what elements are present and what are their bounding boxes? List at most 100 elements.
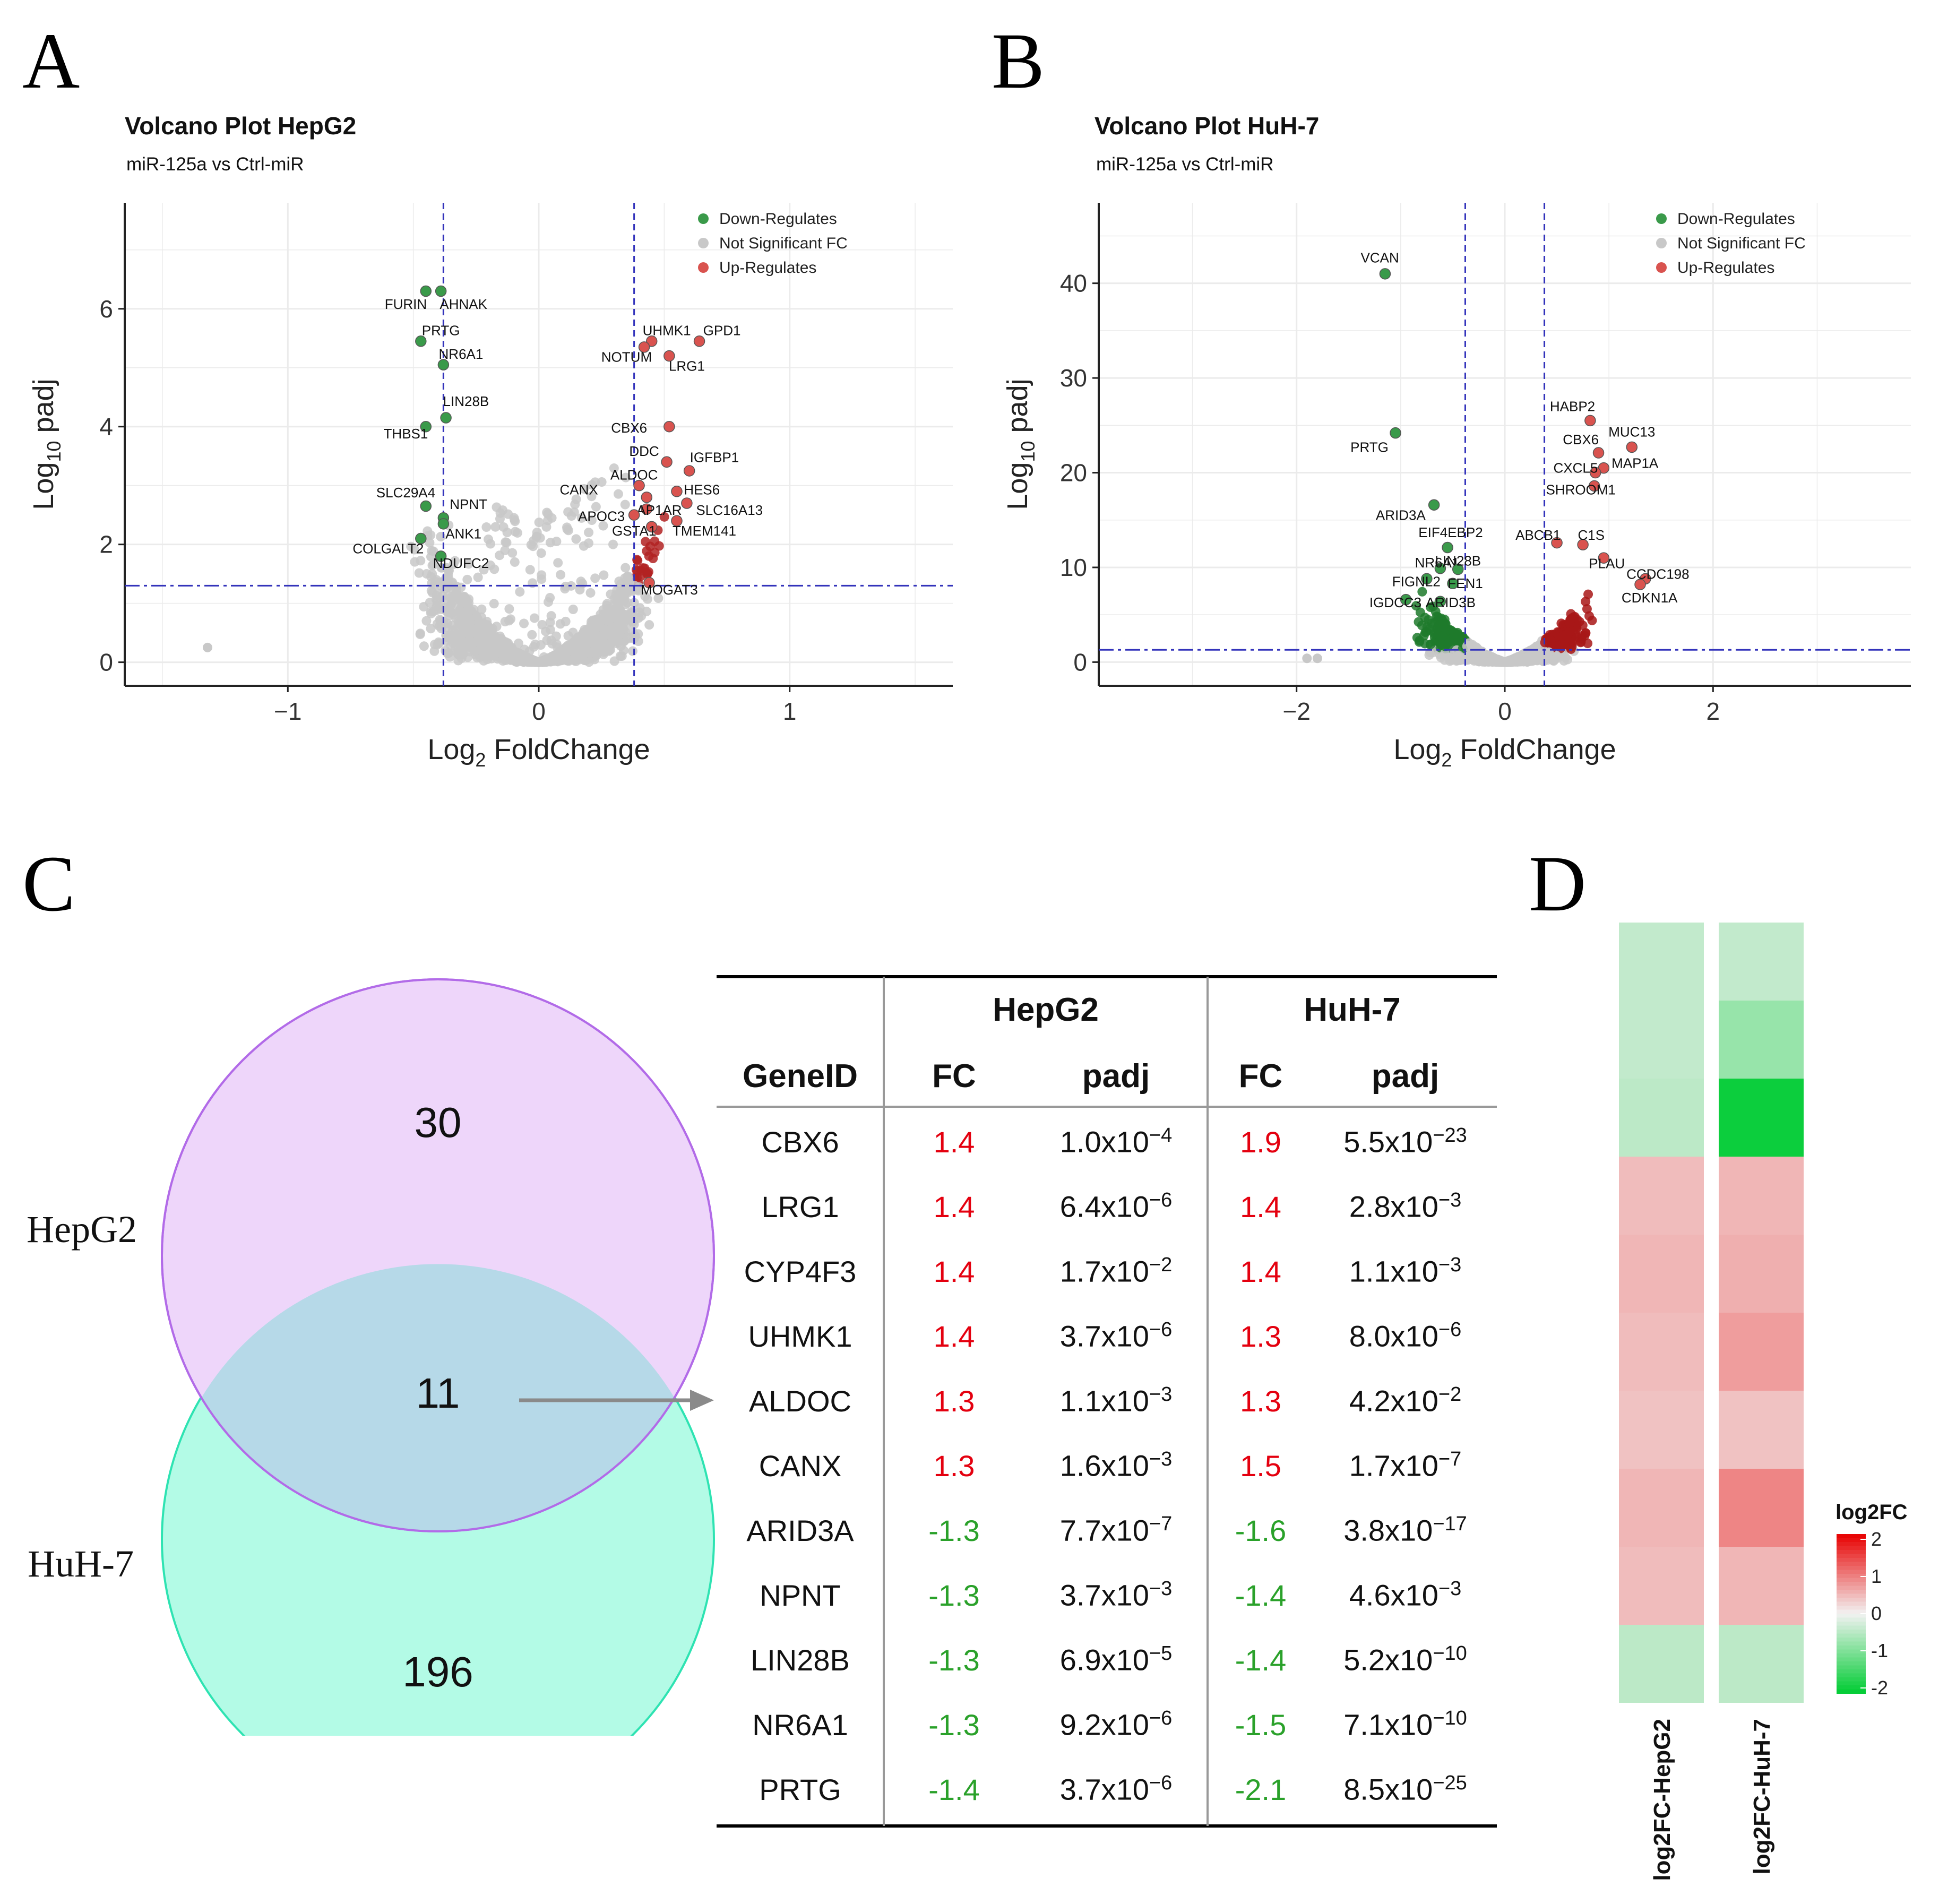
- data-point: [553, 558, 563, 568]
- panel-letter-a: A: [22, 17, 80, 105]
- data-point: [578, 579, 588, 589]
- gene-label-nr6a1: NR6A1: [439, 346, 484, 362]
- volcano-huh7-subtitle: miR-125a vs Ctrl-miR: [1096, 154, 1274, 175]
- data-point: [562, 647, 572, 657]
- gene-label-ndufc2: NDUFC2: [433, 555, 489, 571]
- data-point: [619, 636, 629, 647]
- data-point: [537, 619, 547, 630]
- data-point: [427, 569, 437, 579]
- x-tick-label: 0: [1498, 697, 1512, 725]
- data-point: [481, 522, 492, 532]
- data-point: [509, 513, 519, 523]
- data-point: [462, 642, 472, 652]
- gene-point-mogat3: [643, 577, 655, 589]
- data-point: [591, 502, 601, 512]
- data-point: [490, 522, 501, 532]
- y-tick-label: 10: [1060, 554, 1087, 581]
- data-point: [512, 528, 522, 538]
- gene-point-gpd1: [693, 335, 705, 347]
- data-point: [429, 640, 439, 650]
- data-point: [634, 582, 644, 592]
- gene-point-igfbp1: [683, 465, 695, 477]
- y-tick-label: 2: [99, 531, 113, 558]
- data-point: [426, 530, 436, 540]
- data-point: [421, 616, 432, 626]
- data-point: [587, 515, 597, 525]
- data-point: [510, 557, 520, 567]
- data-point: [588, 647, 598, 657]
- data-point: [561, 616, 571, 626]
- data-point: [489, 630, 499, 640]
- data-point: [529, 536, 539, 546]
- y-tick-label: 40: [1060, 270, 1087, 297]
- gene-point-gsta1: [645, 521, 658, 533]
- data-point: [659, 512, 669, 522]
- gene-label-lin28b: LIN28B: [443, 393, 489, 409]
- data-point: [447, 578, 458, 588]
- data-point: [613, 489, 623, 499]
- data-point: [541, 522, 551, 532]
- gene-point-thbs1: [420, 420, 432, 433]
- y-tick-label: 0: [1073, 648, 1087, 676]
- data-point: [571, 640, 581, 650]
- x-tick-label: 1: [783, 697, 797, 725]
- gene-point-notum: [638, 341, 650, 353]
- data-point: [486, 539, 496, 549]
- gene-label-ank1: ANK1: [445, 526, 481, 542]
- data-point: [650, 536, 660, 546]
- volcano-hepg2-subtitle: miR-125a vs Ctrl-miR: [126, 154, 304, 175]
- data-point: [584, 657, 594, 667]
- gene-label-mogat3: MOGAT3: [641, 582, 698, 598]
- data-point: [599, 570, 609, 580]
- data-point: [556, 570, 566, 580]
- x-tick-label: −1: [274, 697, 301, 725]
- gene-point-prtg: [415, 335, 427, 347]
- data-point: [507, 548, 518, 558]
- gene-point-ap1ar: [641, 503, 653, 515]
- y-tick-label: 4: [99, 413, 113, 441]
- panel-letter-d: D: [1529, 840, 1587, 928]
- gene-label-thbs1: THBS1: [384, 426, 428, 442]
- data-point: [627, 617, 637, 627]
- y-tick-label: 20: [1060, 459, 1087, 487]
- data-point: [449, 610, 459, 620]
- data-point: [619, 595, 630, 605]
- gene-label-igfbp1: IGFBP1: [690, 449, 739, 465]
- gene-point-aldoc: [633, 479, 645, 492]
- gene-label-colgalt2: COLGALT2: [352, 540, 424, 556]
- gene-label-notum: NOTUM: [601, 349, 652, 365]
- data-point: [515, 587, 525, 597]
- data-point: [432, 605, 442, 615]
- gene-point-slc29a4: [420, 500, 432, 512]
- data-point: [460, 622, 470, 632]
- gene-point-nr6a1: [437, 359, 450, 371]
- data-point: [426, 586, 436, 596]
- gene-label-hes6: HES6: [684, 481, 720, 497]
- gene-label-ahnak: AHNAK: [439, 296, 487, 312]
- gene-label-gpd1: GPD1: [703, 323, 741, 339]
- data-point: [534, 518, 544, 528]
- x-tick-label: 2: [1707, 697, 1720, 725]
- gene-point-colgalt2: [415, 532, 427, 545]
- data-point: [497, 636, 507, 646]
- data-point: [623, 571, 633, 581]
- data-point: [1581, 597, 1591, 607]
- data-point: [619, 645, 629, 656]
- gene-point-slc16a13: [681, 497, 693, 509]
- data-point: [551, 631, 561, 641]
- data-point: [612, 597, 622, 607]
- y-axis-title: Log10 padj: [32, 378, 65, 510]
- data-point: [571, 534, 581, 544]
- data-point: [545, 538, 555, 548]
- data-point: [529, 613, 539, 623]
- gene-point-lin28b: [440, 412, 452, 424]
- data-point: [445, 601, 455, 611]
- gene-label-prtg: PRTG: [422, 323, 460, 339]
- data-point: [643, 567, 653, 577]
- data-point: [501, 537, 511, 547]
- data-point: [425, 598, 435, 608]
- data-point: [635, 603, 645, 613]
- x-axis-title: Log2 FoldChange: [1393, 734, 1616, 771]
